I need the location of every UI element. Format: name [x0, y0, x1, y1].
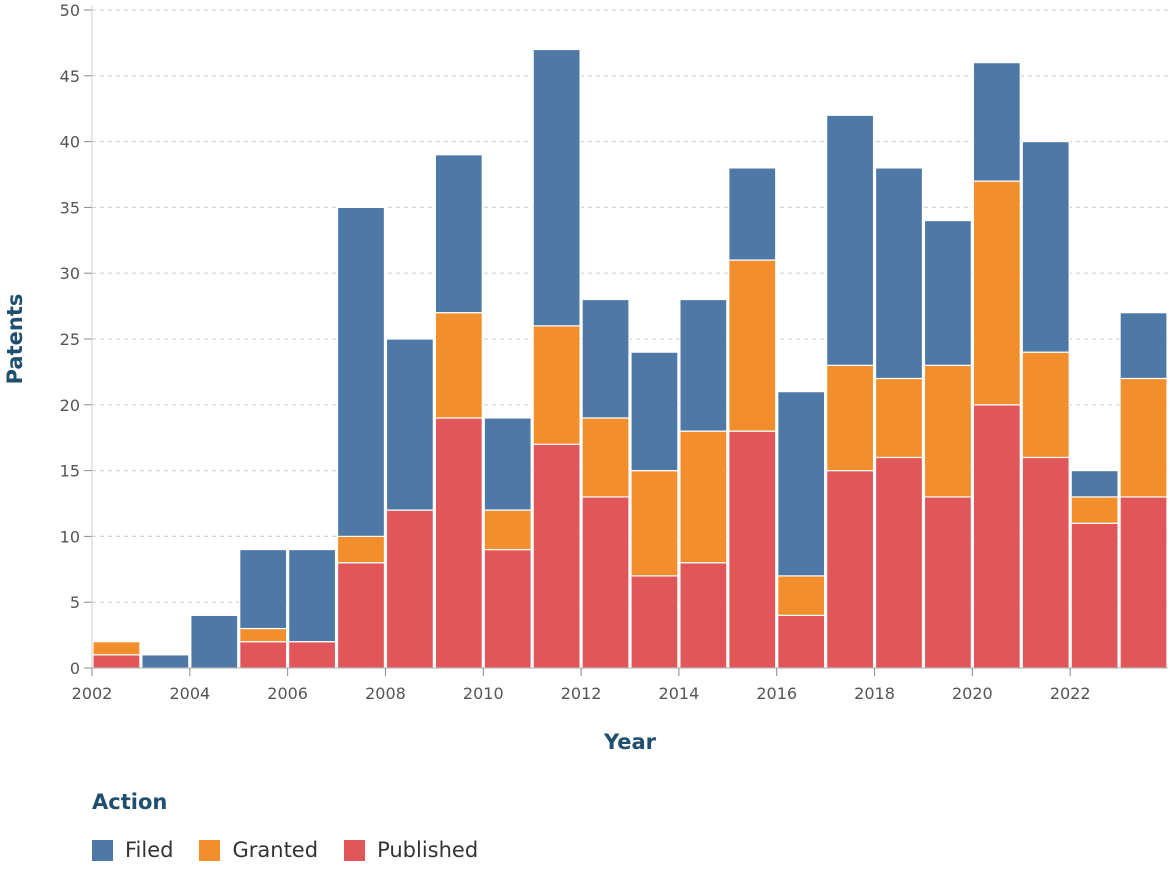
bar-granted-2019	[923, 364, 972, 498]
bar-published-2012	[581, 496, 630, 669]
stacked-bar-chart: 0 5 10 15 20 25 30 35 40 45 50 2002 2004 2006 2008 2010…	[3, 1, 1168, 754]
gridlines	[92, 9, 1168, 603]
y-tick-label: 20	[60, 396, 80, 415]
axes: 0 5 10 15 20 25 30 35 40 45 50 2002 2004 2006 2008 2010…	[60, 1, 1168, 703]
legend-item-published[interactable]: Published	[344, 838, 478, 862]
bar-published-2019	[923, 496, 972, 669]
legend-swatch-published	[344, 839, 366, 861]
bar-published-2010	[483, 548, 532, 669]
bar-published-2016	[777, 614, 826, 669]
bar-filed-2018	[874, 167, 924, 380]
legend-item-filed[interactable]: Filed	[92, 838, 173, 862]
y-tick-label: 50	[60, 1, 80, 20]
bar-granted-2012	[581, 417, 630, 498]
x-tick-label: 2006	[267, 684, 308, 703]
bar-published-2022	[1070, 522, 1119, 669]
bar-published-2014	[679, 562, 728, 669]
legend-swatch-filed	[92, 839, 113, 861]
y-tick-label: 35	[60, 198, 80, 217]
bar-published-2023	[1119, 496, 1168, 669]
x-tick-label: 2014	[659, 684, 700, 703]
bar-filed-2007	[336, 206, 386, 537]
bar-granted-2020	[972, 180, 1021, 406]
bars	[92, 48, 1168, 669]
bar-filed-2003	[141, 654, 190, 669]
x-tick-label: 2016	[756, 684, 797, 703]
bar-granted-2014	[679, 430, 728, 564]
bar-filed-2004	[190, 614, 239, 669]
bar-granted-2002	[92, 641, 141, 656]
bar-granted-2023	[1119, 377, 1168, 498]
bar-filed-2008	[385, 338, 434, 511]
bar-published-2006	[288, 641, 337, 669]
bar-granted-2018	[874, 377, 924, 459]
bar-granted-2007	[336, 535, 386, 564]
bar-granted-2011	[532, 325, 581, 445]
bar-filed-2022	[1070, 470, 1119, 498]
bar-published-2018	[874, 456, 924, 669]
y-tick-label: 45	[60, 67, 80, 86]
bar-published-2017	[826, 470, 875, 669]
x-tick-label: 2008	[365, 684, 406, 703]
bar-filed-2010	[483, 417, 532, 511]
legend-items: Filed Granted Published	[92, 838, 478, 862]
legend-label-granted: Granted	[232, 838, 319, 862]
bar-published-2005	[239, 641, 288, 669]
bar-published-2021	[1021, 456, 1070, 669]
y-tick-label: 30	[60, 264, 80, 283]
bar-filed-2011	[532, 48, 581, 327]
bar-granted-2013	[630, 470, 679, 577]
x-axis-title: Year	[603, 730, 657, 754]
bar-granted-2015	[728, 259, 777, 432]
bar-filed-2021	[1021, 141, 1070, 353]
legend-label-filed: Filed	[125, 838, 174, 862]
bar-filed-2020	[972, 62, 1021, 182]
bar-granted-2010	[483, 509, 532, 551]
bar-granted-2017	[826, 364, 875, 472]
bar-filed-2015	[728, 167, 777, 261]
legend-label-published: Published	[377, 838, 479, 862]
x-tick-label: 2010	[463, 684, 504, 703]
bar-published-2007	[336, 562, 386, 669]
bar-granted-2021	[1021, 351, 1070, 459]
bar-granted-2005	[239, 627, 288, 643]
y-tick-label: 0	[70, 659, 80, 678]
bar-filed-2019	[923, 219, 972, 366]
bar-filed-2023	[1119, 312, 1168, 380]
bar-granted-2009	[434, 312, 483, 419]
y-axis-title: Patents	[3, 294, 27, 385]
bar-granted-2016	[777, 575, 826, 616]
x-tick-label: 2020	[952, 684, 993, 703]
bar-filed-2016	[777, 391, 826, 577]
y-tick-label: 15	[60, 462, 80, 481]
x-tick-label: 2022	[1050, 684, 1091, 703]
bar-filed-2005	[239, 548, 288, 630]
legend-swatch-granted	[199, 839, 221, 861]
bar-published-2020	[972, 404, 1021, 669]
y-tick-label: 10	[60, 527, 80, 546]
y-tick-label: 5	[70, 593, 80, 612]
bar-published-2009	[434, 417, 483, 669]
y-tick-label: 40	[60, 133, 80, 152]
x-tick-label: 2012	[561, 684, 602, 703]
bar-filed-2009	[434, 154, 483, 314]
x-tick-label: 2002	[72, 684, 113, 703]
bar-granted-2022	[1070, 496, 1119, 524]
bar-published-2015	[728, 430, 777, 669]
bar-filed-2014	[679, 298, 728, 432]
legend-item-granted[interactable]: Granted	[199, 838, 318, 862]
bar-filed-2006	[288, 548, 337, 643]
bar-published-2013	[630, 575, 679, 669]
bar-published-2008	[385, 509, 434, 669]
legend-title: Action	[92, 790, 168, 814]
bar-published-2011	[532, 443, 581, 669]
x-tick-label: 2004	[169, 684, 210, 703]
x-tick-label: 2018	[854, 684, 895, 703]
bar-filed-2017	[826, 114, 875, 366]
bar-filed-2013	[630, 351, 679, 472]
y-tick-label: 25	[60, 330, 80, 349]
bar-filed-2012	[581, 298, 630, 419]
bar-published-2002	[92, 654, 141, 669]
legend: Action Filed Granted Published	[92, 790, 478, 862]
